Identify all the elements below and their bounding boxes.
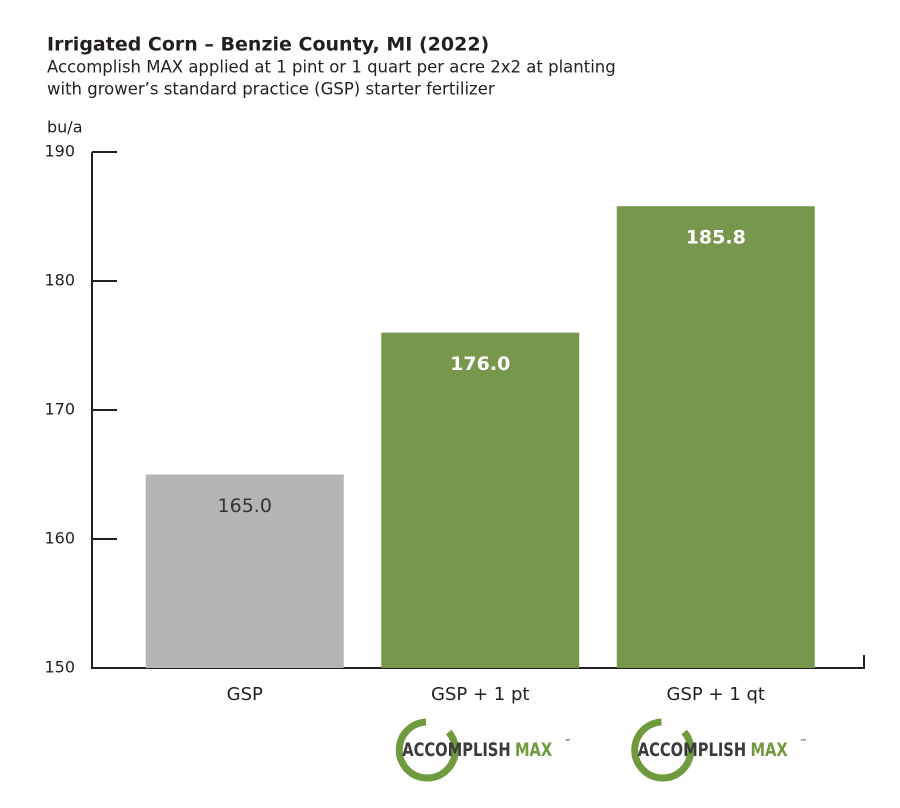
logo-ring (395, 718, 459, 782)
chart-title: Irrigated Corn – Benzie County, MI (2022… (47, 34, 489, 56)
x-tick-label: GSP + 1 pt (431, 684, 529, 705)
logo-product: MAX (515, 739, 552, 761)
chart-subtitle: with grower’s standard practice (GSP) st… (47, 80, 495, 99)
logo: ACCOMPLISHMAX ™ (631, 718, 807, 782)
chart-subtitle: Accomplish MAX applied at 1 pint or 1 qu… (47, 58, 616, 77)
y-tick-label: 160 (44, 529, 75, 548)
logo: ACCOMPLISHMAX ™ (395, 718, 571, 782)
y-tick-label: 150 (44, 658, 75, 677)
y-tick-label: 190 (44, 142, 75, 161)
logo-ring (631, 718, 695, 782)
value-label: 176.0 (450, 353, 510, 375)
y-tick-label: 180 (44, 271, 75, 290)
logo-text: ACCOMPLISHMAX (638, 739, 788, 761)
x-tick-label: GSP + 1 qt (667, 684, 765, 705)
x-tick-label: GSP (227, 684, 263, 705)
logo-mark: ™ (800, 738, 807, 746)
logo-mark: ™ (564, 738, 571, 746)
logo-text: ACCOMPLISHMAX (402, 739, 552, 761)
bar (616, 206, 815, 668)
bar (145, 474, 344, 668)
logo-product: MAX (750, 739, 787, 761)
logo-brand: ACCOMPLISH (402, 739, 510, 761)
y-tick-label: 170 (44, 400, 75, 419)
value-label: 185.8 (686, 227, 746, 249)
logo-brand: ACCOMPLISH (638, 739, 746, 761)
bar (381, 332, 580, 668)
value-label: 165.0 (218, 495, 272, 517)
y-axis-label: bu/a (47, 118, 83, 137)
